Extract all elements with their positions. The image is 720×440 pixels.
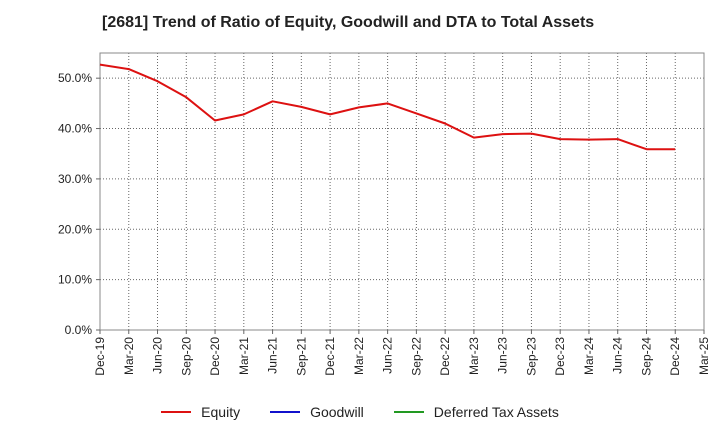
x-tick-label: Dec-23 bbox=[553, 337, 567, 376]
legend-label-deferred-tax-assets: Deferred Tax Assets bbox=[433, 404, 559, 420]
plot-frame bbox=[99, 52, 705, 331]
y-tick-label: 0.0% bbox=[65, 323, 93, 337]
x-tick-label: Jun-22 bbox=[381, 337, 395, 374]
x-tick-label: Sep-22 bbox=[409, 337, 423, 376]
series-line-equity bbox=[99, 63, 676, 151]
legend-swatch-equity bbox=[161, 411, 192, 413]
chart-title: [2681] Trend of Ratio of Equity, Goodwil… bbox=[102, 14, 595, 31]
legend-item-equity: Equity bbox=[161, 404, 240, 420]
x-tick-label: Dec-21 bbox=[323, 337, 337, 376]
x-tick-label: Sep-23 bbox=[524, 337, 538, 376]
y-tick-label: 40.0% bbox=[58, 122, 92, 136]
x-tick-label: Dec-19 bbox=[93, 337, 107, 376]
legend-item-goodwill: Goodwill bbox=[270, 404, 364, 420]
x-tick-label: Jun-23 bbox=[496, 337, 510, 374]
legend-swatch-goodwill bbox=[270, 411, 301, 413]
x-tick-label: Mar-24 bbox=[582, 337, 596, 375]
x-tick-label: Jun-24 bbox=[611, 337, 625, 374]
x-tick-label: Mar-22 bbox=[352, 337, 366, 375]
x-tick-label: Sep-24 bbox=[639, 337, 653, 376]
x-tick-label: Mar-25 bbox=[697, 337, 711, 375]
x-tick-label: Sep-21 bbox=[294, 337, 308, 376]
x-tick-label: Mar-20 bbox=[122, 337, 136, 375]
y-tick-label: 10.0% bbox=[58, 273, 92, 287]
grid-layer bbox=[100, 53, 704, 330]
y-tick-label: 20.0% bbox=[58, 222, 92, 236]
legend-label-goodwill: Goodwill bbox=[310, 404, 364, 420]
legend-label-equity: Equity bbox=[201, 404, 241, 420]
x-tick-label: Jun-20 bbox=[151, 337, 165, 374]
x-tick-label: Dec-24 bbox=[668, 337, 682, 376]
x-tick-label: Dec-22 bbox=[438, 337, 452, 376]
x-tick-label: Dec-20 bbox=[208, 337, 222, 376]
series-layer bbox=[99, 63, 676, 151]
axis-layer: 0.0% 10.0% 20.0% 30.0% 40.0% 50.0% Dec-19 Mar-2… bbox=[58, 52, 711, 376]
x-tick-label: Mar-23 bbox=[467, 337, 481, 375]
legend-item-deferred-tax-assets: Deferred Tax Assets bbox=[393, 404, 559, 420]
legend-swatch-deferred-tax-assets bbox=[393, 411, 424, 413]
y-tick-label: 50.0% bbox=[58, 71, 92, 85]
y-tick-label: 30.0% bbox=[58, 172, 92, 186]
x-tick-label: Sep-20 bbox=[179, 337, 193, 376]
x-tick-label: Jun-21 bbox=[266, 337, 280, 374]
x-tick-label: Mar-21 bbox=[237, 337, 251, 375]
legend: Equity Goodwill Deferred Tax Assets bbox=[0, 404, 720, 420]
